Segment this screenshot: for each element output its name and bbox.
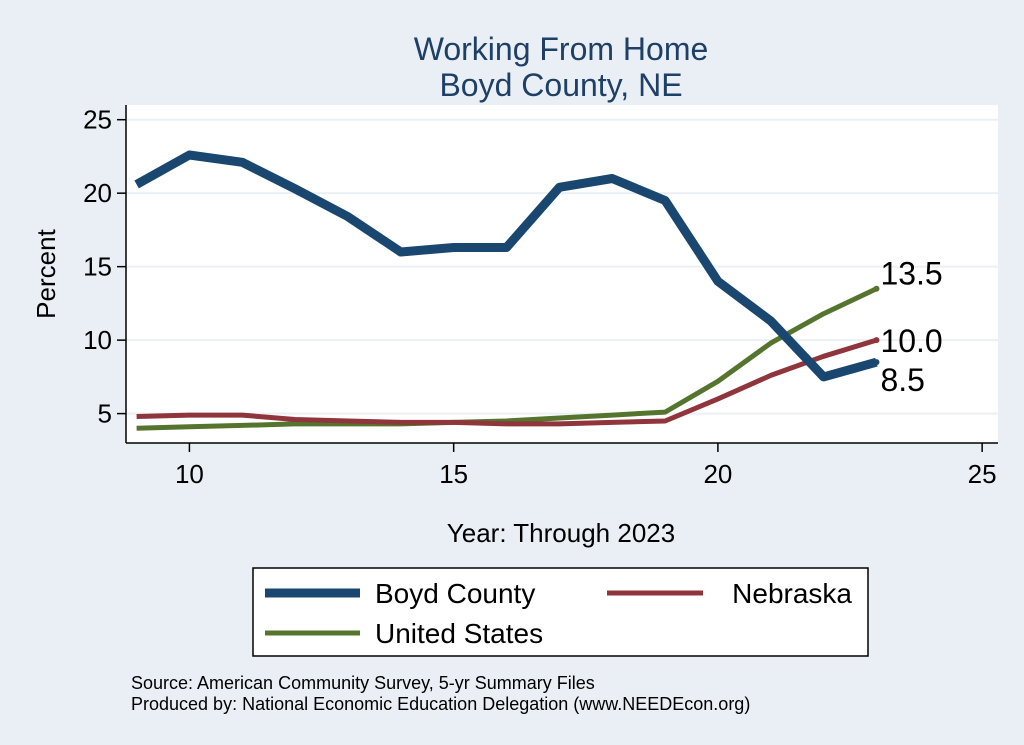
- series-line-nebraska: [136, 337, 878, 427]
- y-tick-label: 20: [83, 178, 112, 208]
- y-axis-label: Percent: [31, 228, 61, 318]
- end-label-boyd-county: 8.5: [880, 362, 924, 398]
- series-end-point-boyd-county: [873, 359, 880, 366]
- series-line-boyd-county: [134, 150, 878, 382]
- end-label-united-states: 13.5: [880, 256, 942, 292]
- y-tick-label: 25: [83, 105, 112, 135]
- x-axis-label: Year: Through 2023: [447, 518, 675, 548]
- legend-box: [252, 567, 869, 657]
- chart-subtitle: Boyd County, NE: [439, 67, 682, 103]
- end-label-nebraska: 10.0: [880, 323, 942, 359]
- x-tick-label: 15: [439, 459, 468, 489]
- x-tick-label: 10: [175, 459, 204, 489]
- y-tick-label: 15: [83, 252, 112, 282]
- legend-label-nebraska: Nebraska: [732, 578, 852, 609]
- y-tick-label: 5: [98, 399, 112, 429]
- x-tick-label: 20: [703, 459, 732, 489]
- end-labels: 13.5 10.08.5: [880, 256, 942, 398]
- series-end-point-nebraska: [873, 337, 880, 344]
- produced-by-note: Produced by: National Economic Education…: [131, 694, 750, 714]
- legend-label-boyd-county: Boyd County: [375, 578, 535, 609]
- legend: Boyd County Nebraska United States: [265, 578, 852, 649]
- legend-label-united-states: United States: [375, 618, 543, 649]
- source-note: Source: American Community Survey, 5-yr …: [131, 673, 595, 693]
- chart-title: Working From Home: [414, 31, 709, 67]
- series-lines: [134, 150, 880, 431]
- y-tick-label: 10: [83, 325, 112, 355]
- x-tick-label: 25: [968, 459, 997, 489]
- series-end-point-united-states: [873, 285, 880, 292]
- gridlines: [126, 118, 998, 415]
- axes: 5 10 15 20 25 10 15 20 25: [83, 105, 998, 489]
- plot-area: [126, 105, 998, 443]
- series-line-united-states: [136, 286, 878, 431]
